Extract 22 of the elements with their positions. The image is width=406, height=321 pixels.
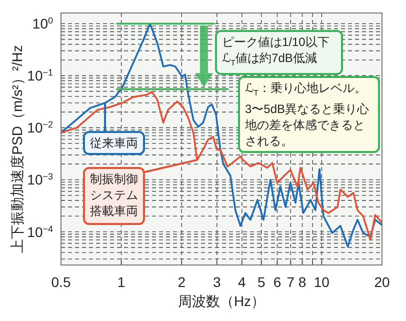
x-tick-label: 20	[374, 274, 390, 290]
y-tick-label: 10$^{−3}$	[27, 172, 53, 188]
x-tick-label: 7	[286, 274, 295, 290]
x-tick-label: 10	[314, 274, 330, 290]
y-axis-title: 上下振動加速度PSD（m/s²）²/Hz	[9, 45, 25, 253]
y-tick-label: 10$^{−1}$	[27, 68, 53, 84]
x-tick-label: 2	[178, 274, 186, 290]
x-axis-title: 周波数（Hz）	[178, 293, 266, 309]
annotation: 従来車両	[83, 131, 145, 155]
x-tick-label: 8	[298, 274, 306, 290]
annotation: ピーク値は1/10以下ℒ$_{T}$値は約7dB低減	[215, 30, 343, 76]
x-tick-label: 0.5	[51, 274, 71, 290]
x-tick-label: 6	[273, 274, 282, 290]
annotation: ℒ$_{T}$：乗り心地レベル。3〜5dB異なると乗り心地の差を体感できるとされる。	[238, 76, 380, 154]
annotation: 制振制御システム搭載車両	[83, 167, 145, 225]
y-tick-label: 10$^{−4}$	[27, 224, 53, 240]
x-tick-label: 4	[238, 274, 246, 290]
x-tick-label: 1	[117, 274, 126, 290]
x-tick-label: 5	[257, 274, 266, 290]
y-tick-label: 10$^{−2}$	[27, 120, 53, 136]
y-tick-label: 10$^{0}$	[32, 16, 53, 32]
x-tick-label: 3	[213, 274, 222, 290]
